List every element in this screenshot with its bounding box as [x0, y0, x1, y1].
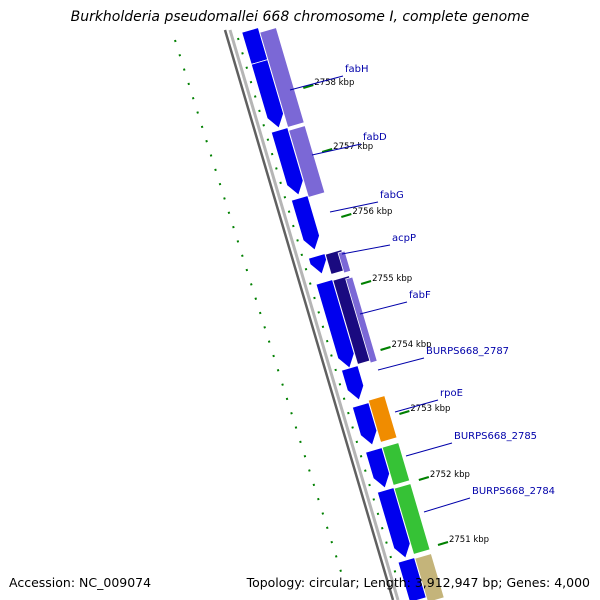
length-label: Length: [363, 575, 411, 590]
outer-dotted-track [174, 39, 343, 576]
gene-track-forward [259, 27, 445, 600]
label-leader-line [377, 357, 425, 371]
inner-dotted-track [237, 37, 397, 576]
tick-label: 2754 kbp [392, 340, 432, 350]
tick-label: 2751 kbp [449, 535, 489, 545]
tick-mark [418, 475, 430, 482]
gene-block [259, 27, 305, 128]
label-leader-line [289, 75, 344, 91]
label-leader-line [423, 497, 471, 513]
genes-value: 4,000 [554, 575, 590, 590]
tick-label: 2757 kbp [333, 142, 373, 152]
tick-label: 2753 kbp [410, 404, 450, 414]
tick-label: 2758 kbp [314, 78, 354, 88]
tick-mark [380, 345, 391, 352]
cds-arrow [341, 365, 365, 401]
tick-mark [360, 279, 372, 286]
gene-labels: fabH fabD fabG acpP fabF BURPS668_2787 rpoE BUR… [289, 64, 555, 513]
chromosome-backbone [223, 29, 400, 600]
topology-summary: Topology: circular; Length: 3,912,947 bp… [247, 575, 590, 590]
label-leader-line [405, 442, 453, 457]
accession-value: NC_009074 [79, 575, 152, 590]
topology-value: circular; [309, 575, 360, 590]
accession-text: Accession: NC_009074 [9, 575, 151, 590]
gene-label: acpP [392, 233, 416, 244]
gene-block [414, 553, 445, 600]
cds-track-reverse [241, 27, 427, 600]
tick-mark [302, 83, 314, 90]
kbp-ticks: 2758 kbp 2757 kbp 2756 kbp 2755 kbp 2754 kbp… [302, 78, 489, 547]
tick-label: 2755 kbp [372, 274, 412, 284]
label-leader-line [394, 399, 439, 413]
tick-label: 2752 kbp [430, 470, 470, 480]
label-leader-line [311, 143, 362, 156]
gene-label: BURPS668_2785 [454, 431, 537, 442]
gene-block [381, 442, 411, 486]
gene-label: fabF [409, 290, 431, 301]
tick-mark [341, 212, 352, 219]
cds-arrow [308, 253, 327, 275]
label-leader-line [341, 244, 391, 255]
gene-label: rpoE [440, 388, 463, 399]
accession-label: Accession: [9, 575, 76, 590]
gene-block [367, 395, 398, 443]
genes-label: Genes: [506, 575, 551, 590]
gene-block [393, 483, 431, 555]
gene-block [345, 276, 378, 364]
gene-block [337, 250, 352, 274]
gene-label: BURPS668_2784 [472, 486, 555, 497]
gene-label: fabG [380, 190, 404, 201]
gene-label: fabD [363, 132, 387, 143]
map-title: Burkholderia pseudomallei 668 chromosome… [70, 9, 530, 25]
tick-mark [399, 409, 410, 416]
gene-label: fabH [345, 64, 369, 75]
label-leader-line [329, 201, 379, 213]
tick-label: 2756 kbp [352, 207, 392, 217]
label-leader-line [359, 301, 408, 315]
cds-arrow [290, 195, 320, 251]
length-value: 3,912,947 bp; [414, 575, 503, 590]
gene-label: BURPS668_2787 [426, 346, 509, 357]
tick-mark [437, 540, 449, 547]
topology-label: Topology: [246, 575, 306, 590]
tick-mark [321, 147, 333, 154]
gene-block [288, 125, 326, 198]
